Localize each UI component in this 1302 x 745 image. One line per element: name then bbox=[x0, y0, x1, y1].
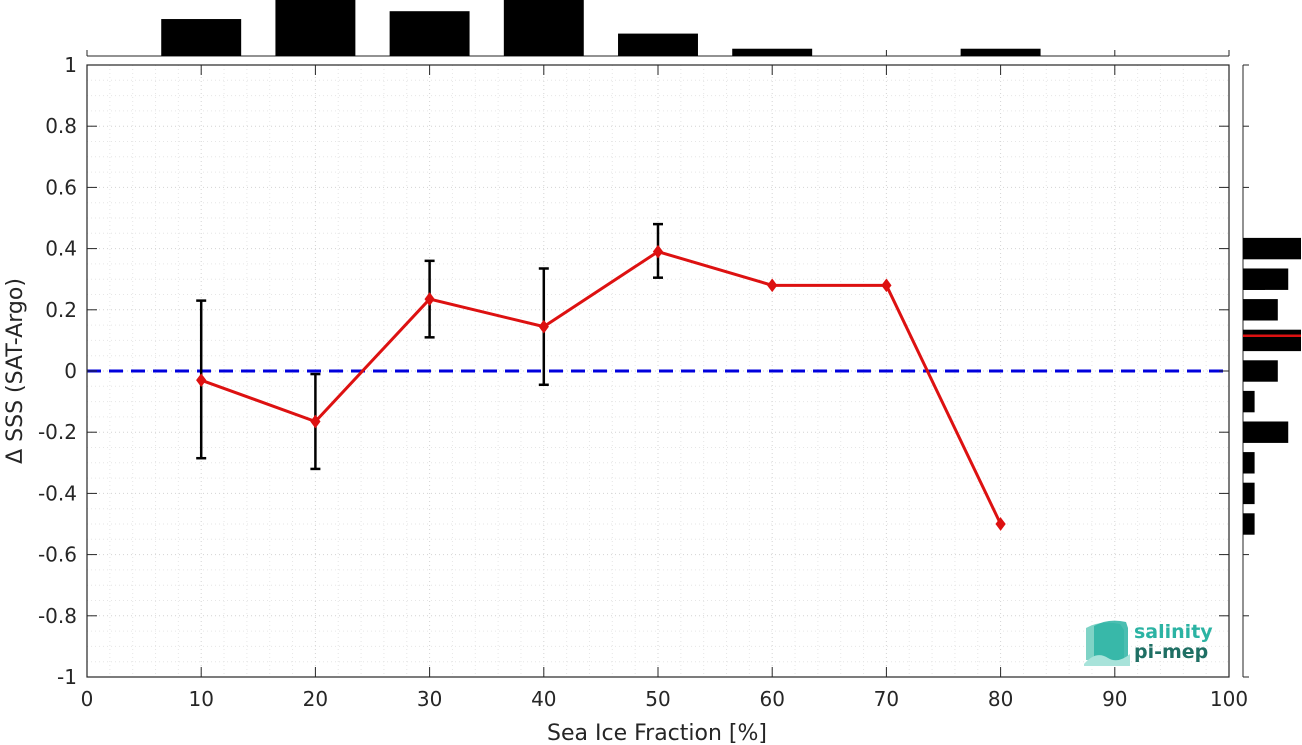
right-hist-bar bbox=[1243, 452, 1255, 474]
right-hist-bar bbox=[1243, 299, 1278, 321]
top-hist-bar bbox=[503, 0, 584, 56]
y-tick-label: -0.6 bbox=[38, 543, 77, 567]
y-axis-label: Δ SSS (SAT-Argo) bbox=[3, 278, 28, 464]
right-hist-bar bbox=[1243, 237, 1301, 260]
wave-logo-icon bbox=[1084, 620, 1130, 666]
data-point-marker bbox=[538, 319, 549, 334]
y-tick-label: 0.4 bbox=[45, 237, 77, 261]
x-tick-label: 40 bbox=[531, 687, 556, 711]
salinity-pi-mep-logo: salinity pi-mep bbox=[1084, 620, 1213, 666]
top-hist-bar bbox=[960, 48, 1041, 56]
top-histogram bbox=[86, 0, 1230, 57]
data-series bbox=[196, 244, 1006, 531]
x-tick-label: 70 bbox=[874, 687, 899, 711]
top-hist-bar bbox=[732, 48, 813, 56]
data-point-marker bbox=[767, 278, 778, 293]
top-hist-bar bbox=[275, 0, 356, 56]
right-histogram bbox=[1242, 64, 1301, 678]
x-tick-label: 100 bbox=[1210, 687, 1248, 711]
y-tick-label: -0.8 bbox=[38, 604, 77, 628]
x-tick-label: 30 bbox=[417, 687, 442, 711]
data-point-marker bbox=[424, 292, 435, 306]
top-hist-bar bbox=[389, 11, 470, 56]
y-tick-label: -0.4 bbox=[38, 481, 77, 505]
x-axis-label: Sea Ice Fraction [%] bbox=[547, 721, 767, 745]
y-tick-label: -1 bbox=[57, 665, 77, 689]
y-tick-label: 0.8 bbox=[45, 114, 77, 138]
data-point-marker bbox=[196, 373, 207, 388]
right-hist-bar bbox=[1243, 360, 1278, 382]
right-hist-bar bbox=[1243, 268, 1289, 290]
right-hist-bar bbox=[1243, 390, 1255, 413]
data-point-marker bbox=[881, 278, 892, 293]
x-tick-label: 10 bbox=[188, 687, 213, 711]
data-point-marker bbox=[995, 517, 1006, 531]
y-tick-label: 0.6 bbox=[45, 175, 77, 199]
x-tick-label: 60 bbox=[759, 687, 784, 711]
top-hist-bar bbox=[618, 33, 698, 56]
y-tick-label: -0.2 bbox=[38, 420, 77, 444]
y-tick-label: 0 bbox=[64, 359, 77, 383]
x-tick-label: 0 bbox=[81, 687, 94, 711]
right-hist-bar bbox=[1243, 421, 1289, 443]
x-tick-label: 80 bbox=[988, 687, 1013, 711]
right-hist-bar bbox=[1243, 482, 1255, 505]
x-tick-label: 90 bbox=[1102, 687, 1127, 711]
x-tick-label: 20 bbox=[303, 687, 328, 711]
data-point-marker bbox=[652, 244, 664, 259]
y-tick-label: 1 bbox=[64, 53, 77, 77]
axes bbox=[86, 64, 1230, 678]
error-bars bbox=[196, 222, 663, 471]
tick-labels: 0 10 20 30 40 50 60 70 80 90 100-1-0.8-0.6-0.4-0.2… bbox=[38, 53, 1248, 711]
data-point-marker bbox=[310, 414, 321, 429]
right-hist-bar bbox=[1243, 513, 1255, 535]
x-tick-label: 50 bbox=[645, 687, 670, 711]
series-line bbox=[200, 250, 1002, 525]
top-hist-bar bbox=[161, 19, 242, 56]
y-tick-label: 0.2 bbox=[45, 298, 77, 322]
logo-text-salinity: salinity bbox=[1134, 621, 1213, 643]
right-hist-bar bbox=[1243, 329, 1301, 352]
logo-text-pi-mep: pi-mep bbox=[1134, 641, 1208, 663]
